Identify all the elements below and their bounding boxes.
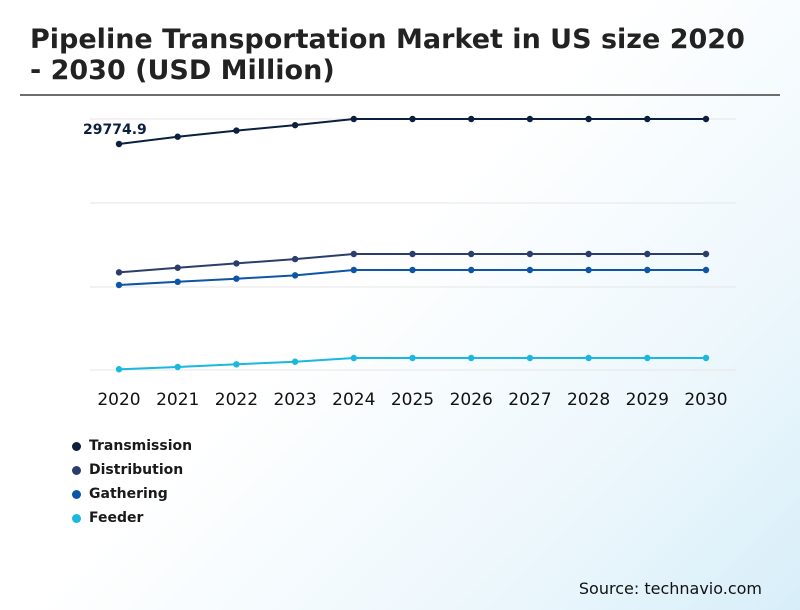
x-tick-label: 2028 bbox=[567, 390, 610, 410]
point-distribution-2028 bbox=[585, 250, 592, 258]
legend-item-gathering: Gathering bbox=[72, 482, 192, 506]
x-tick-label: 2021 bbox=[156, 390, 199, 410]
point-transmission-2021 bbox=[174, 133, 181, 140]
point-distribution-2022 bbox=[233, 260, 240, 267]
point-feeder-2029 bbox=[644, 354, 651, 362]
point-gathering-2023 bbox=[291, 272, 299, 279]
point-distribution-2026 bbox=[468, 250, 475, 258]
x-tick-label: 2030 bbox=[684, 390, 727, 410]
legend-marker bbox=[72, 441, 81, 451]
series-line-transmission bbox=[118, 118, 706, 145]
legend-label: Transmission bbox=[89, 438, 193, 454]
x-tick-label: 2022 bbox=[215, 390, 258, 410]
legend-label: Distribution bbox=[89, 462, 184, 478]
point-transmission-2028 bbox=[585, 115, 592, 123]
data-labels: 29774.9 bbox=[83, 122, 147, 138]
point-transmission-2025 bbox=[409, 115, 416, 123]
chart-title: Pipeline Transportation Market in US siz… bbox=[30, 24, 745, 86]
point-transmission-2024 bbox=[350, 115, 357, 123]
point-feeder-2030 bbox=[702, 354, 710, 362]
point-gathering-2021 bbox=[174, 278, 181, 286]
point-feeder-2024 bbox=[350, 354, 357, 362]
chart-legend: Transmission Distribution Gathering Feeder bbox=[72, 434, 192, 530]
point-distribution-2025 bbox=[409, 250, 416, 258]
line-chart: 29774.9 2020 2021 2022 2023 2024 2025 2026 2027… bbox=[83, 115, 736, 410]
point-transmission-2020 bbox=[115, 140, 123, 148]
point-gathering-2028 bbox=[585, 266, 592, 274]
x-tick-label: 2029 bbox=[626, 390, 669, 410]
x-tick-label: 2020 bbox=[97, 390, 140, 410]
legend-label: Gathering bbox=[89, 486, 168, 502]
point-distribution-2020 bbox=[115, 269, 123, 276]
point-feeder-2020 bbox=[115, 366, 123, 373]
point-gathering-2026 bbox=[468, 266, 475, 274]
grid-lines bbox=[90, 118, 736, 371]
point-distribution-2024 bbox=[350, 250, 357, 258]
point-gathering-2022 bbox=[233, 275, 240, 282]
point-distribution-2030 bbox=[702, 250, 710, 258]
point-feeder-2026 bbox=[468, 354, 475, 362]
legend-item-feeder: Feeder bbox=[72, 506, 192, 530]
point-feeder-2028 bbox=[585, 354, 592, 362]
title-divider bbox=[20, 94, 780, 96]
source-note: Source: technavio.com bbox=[578, 579, 762, 598]
point-feeder-2025 bbox=[409, 354, 416, 362]
legend-item-distribution: Distribution bbox=[72, 458, 192, 482]
point-transmission-2023 bbox=[291, 121, 299, 129]
point-transmission-2030 bbox=[702, 115, 710, 123]
point-feeder-2027 bbox=[526, 354, 534, 362]
legend-label: Feeder bbox=[89, 510, 144, 526]
x-axis-ticks: 2020 2021 2022 2023 2024 2025 2026 2027 2028 2029… bbox=[97, 390, 727, 410]
x-tick-label: 2023 bbox=[273, 390, 316, 410]
point-distribution-2021 bbox=[174, 264, 181, 271]
point-distribution-2027 bbox=[526, 250, 534, 258]
point-transmission-2029 bbox=[644, 115, 651, 123]
point-gathering-2027 bbox=[526, 266, 534, 274]
point-gathering-2020 bbox=[115, 281, 123, 289]
point-transmission-2027 bbox=[526, 115, 534, 123]
point-gathering-2029 bbox=[644, 266, 651, 274]
x-tick-label: 2027 bbox=[508, 390, 551, 410]
legend-item-transmission: Transmission bbox=[72, 434, 192, 458]
x-tick-label: 2024 bbox=[332, 390, 375, 410]
point-feeder-2022 bbox=[233, 361, 240, 368]
point-transmission-2022 bbox=[233, 127, 240, 134]
point-transmission-2026 bbox=[468, 115, 475, 123]
legend-marker bbox=[72, 489, 81, 499]
series-lines bbox=[115, 115, 710, 373]
point-feeder-2021 bbox=[174, 363, 181, 371]
x-tick-label: 2025 bbox=[391, 390, 434, 410]
data-label: 29774.9 bbox=[83, 122, 147, 138]
point-distribution-2023 bbox=[291, 255, 299, 263]
point-gathering-2030 bbox=[702, 266, 710, 274]
legend-marker bbox=[72, 513, 81, 523]
legend-marker bbox=[72, 465, 81, 475]
point-feeder-2023 bbox=[291, 358, 299, 365]
point-gathering-2024 bbox=[350, 266, 357, 274]
point-distribution-2029 bbox=[644, 250, 651, 258]
x-tick-label: 2026 bbox=[450, 390, 493, 410]
point-gathering-2025 bbox=[409, 266, 416, 274]
